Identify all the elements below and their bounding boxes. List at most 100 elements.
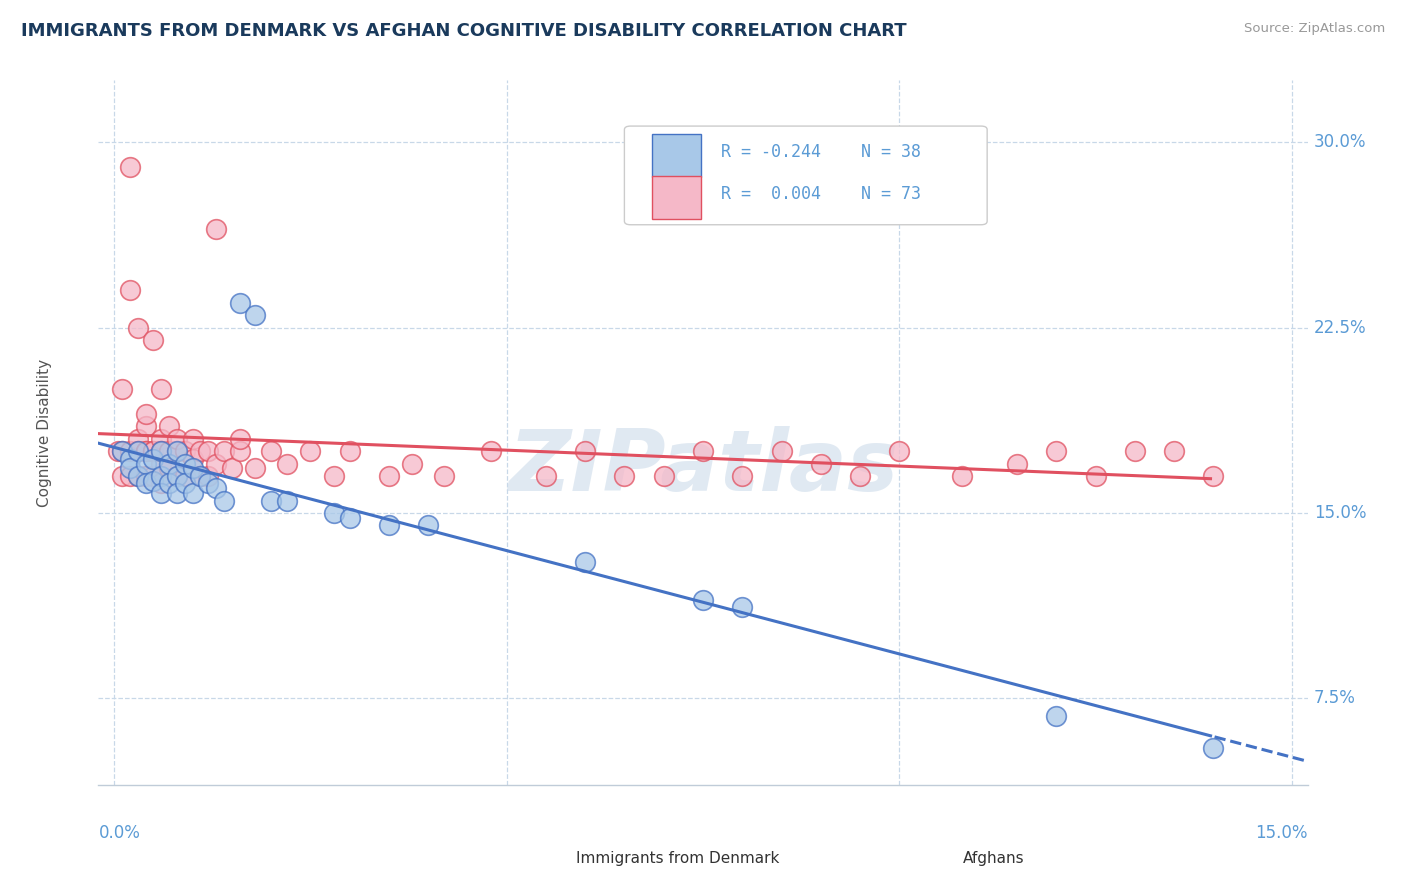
Point (534, 469, 557, 483)
Point (229, 432, 252, 446)
Point (111, 469, 134, 483)
Point (181, 432, 204, 446)
Point (150, 382, 173, 396)
Point (197, 444, 219, 458)
Point (127, 432, 149, 446)
Point (150, 486, 173, 500)
Point (127, 469, 149, 483)
Point (323, 469, 346, 483)
Text: Cognitive Disability: Cognitive Disability (37, 359, 52, 507)
Point (197, 469, 219, 483)
Point (150, 476, 173, 491)
Point (190, 469, 212, 483)
Point (173, 444, 195, 458)
Point (574, 556, 596, 570)
Point (260, 444, 283, 458)
Point (190, 444, 212, 458)
Point (574, 444, 596, 458)
Point (135, 476, 157, 491)
Point (181, 461, 204, 475)
Point (889, 444, 911, 458)
Point (731, 599, 754, 614)
Point (173, 457, 195, 471)
Point (150, 469, 173, 483)
Point (205, 481, 228, 495)
Text: Afghans: Afghans (963, 852, 1025, 866)
Point (181, 486, 204, 500)
Point (479, 444, 502, 458)
Point (142, 444, 165, 458)
Point (212, 493, 235, 508)
Point (127, 320, 149, 334)
Point (339, 511, 361, 525)
Point (770, 444, 793, 458)
Point (190, 469, 212, 483)
FancyBboxPatch shape (652, 135, 700, 177)
Point (157, 476, 180, 491)
Point (111, 382, 134, 396)
Text: Source: ZipAtlas.com: Source: ZipAtlas.com (1244, 22, 1385, 36)
Point (1045, 444, 1067, 458)
Point (1005, 457, 1028, 471)
Point (173, 469, 195, 483)
Text: Immigrants from Denmark: Immigrants from Denmark (576, 852, 779, 866)
Point (135, 419, 157, 434)
Point (150, 457, 173, 471)
Point (1202, 740, 1225, 755)
Point (142, 474, 165, 488)
Point (613, 469, 636, 483)
Text: ZIPatlas: ZIPatlas (508, 426, 898, 509)
Point (166, 432, 188, 446)
Point (1123, 444, 1146, 458)
Point (142, 333, 165, 347)
Point (652, 469, 675, 483)
Point (221, 461, 243, 475)
Point (118, 469, 141, 483)
Text: 30.0%: 30.0% (1313, 133, 1367, 151)
Point (111, 444, 134, 458)
Point (950, 469, 973, 483)
Point (135, 407, 157, 421)
Point (166, 444, 188, 458)
Point (111, 444, 134, 458)
Point (135, 444, 157, 458)
Point (135, 457, 157, 471)
Point (118, 444, 141, 458)
Point (378, 469, 401, 483)
Point (245, 308, 267, 322)
Point (197, 476, 219, 491)
Text: 15.0%: 15.0% (1313, 504, 1367, 522)
Point (166, 444, 188, 458)
Point (118, 451, 141, 466)
Text: 0.0%: 0.0% (98, 823, 141, 842)
Text: 15.0%: 15.0% (1256, 823, 1308, 842)
Point (118, 284, 141, 298)
Point (1084, 469, 1107, 483)
Point (181, 451, 204, 466)
Point (433, 469, 456, 483)
Point (118, 160, 141, 174)
Text: IMMIGRANTS FROM DENMARK VS AFGHAN COGNITIVE DISABILITY CORRELATION CHART: IMMIGRANTS FROM DENMARK VS AFGHAN COGNIT… (21, 22, 907, 40)
Point (118, 461, 141, 475)
Point (810, 457, 832, 471)
Point (401, 457, 423, 471)
Point (166, 469, 188, 483)
FancyBboxPatch shape (534, 844, 569, 875)
Text: 22.5%: 22.5% (1313, 318, 1367, 336)
Point (849, 469, 872, 483)
Point (212, 444, 235, 458)
Text: 7.5%: 7.5% (1313, 690, 1355, 707)
Point (150, 432, 173, 446)
Point (245, 461, 267, 475)
Point (1045, 708, 1067, 723)
Point (692, 444, 714, 458)
Point (127, 444, 149, 458)
Point (260, 493, 283, 508)
Point (276, 457, 298, 471)
Point (1202, 469, 1225, 483)
Point (150, 444, 173, 458)
FancyBboxPatch shape (652, 177, 700, 219)
Point (157, 457, 180, 471)
Point (142, 444, 165, 458)
Point (157, 444, 180, 458)
